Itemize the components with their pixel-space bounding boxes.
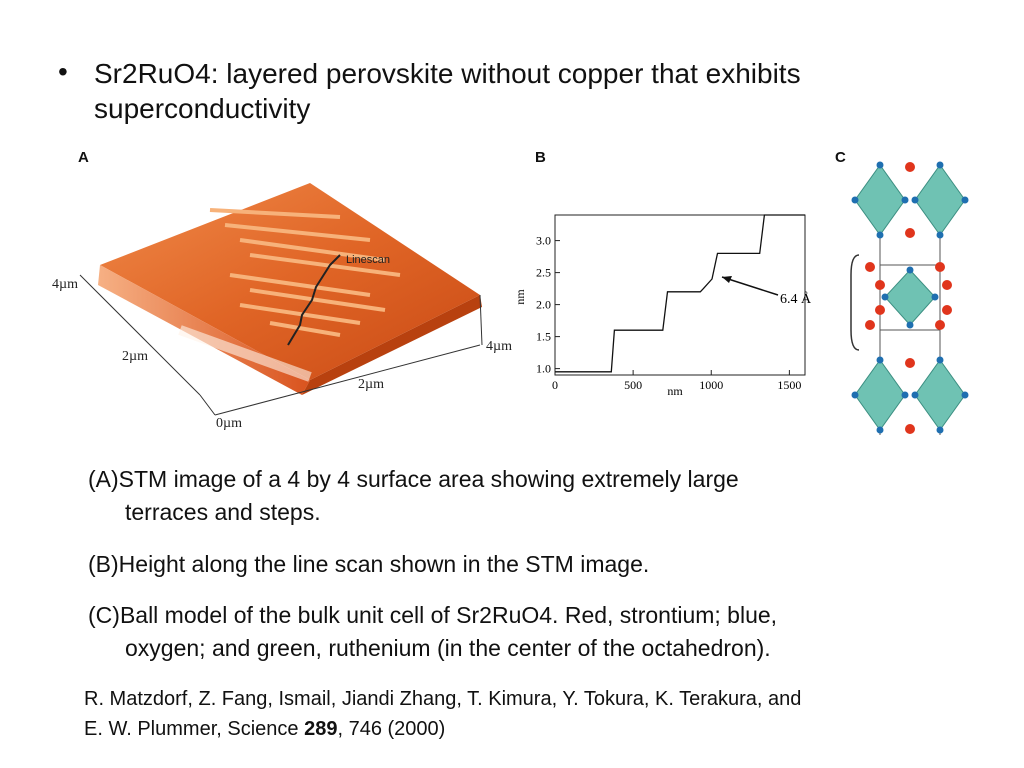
- terrace-steps: [209, 208, 401, 337]
- bullet-marker: •: [58, 56, 68, 87]
- y-tick-label: 1.0: [536, 362, 551, 376]
- cell-bracket: [850, 254, 860, 351]
- y-tick-label: 2.5: [536, 266, 551, 280]
- axis-label-4um-right: 4µm: [486, 339, 512, 354]
- x-tick-label: 1500: [777, 378, 801, 392]
- x-axis-label: nm: [667, 384, 683, 398]
- panel-c-label: C: [835, 149, 846, 166]
- x-tick-label: 500: [624, 378, 642, 392]
- unit-cell-model: [850, 161, 969, 435]
- y-axis-label: nm: [513, 289, 527, 305]
- caption-c: (C)Ball model of the bulk unit cell of S…: [88, 599, 988, 665]
- caption-a-line-1: STM image of a 4 by 4 surface area showi…: [118, 466, 739, 492]
- bullet-line-1: Sr2RuO4: layered perovskite without copp…: [94, 58, 801, 89]
- reference-volume: 289: [304, 718, 338, 740]
- caption-b-line-1: Height along the line scan shown in the …: [118, 551, 650, 577]
- bullet-text: Sr2RuO4: layered perovskite without copp…: [94, 56, 994, 126]
- step-edge: [178, 325, 312, 382]
- reference-authors: E. W. Plummer, Science: [84, 718, 305, 740]
- annotation-arrow: [721, 276, 779, 296]
- caption-b-letter: (B): [88, 551, 119, 577]
- strontium-atoms: [865, 162, 952, 434]
- axis-label-0um: 0µm: [216, 416, 242, 431]
- caption-a-letter: (A): [88, 466, 119, 492]
- y-tick-label: 3.0: [536, 234, 551, 248]
- panel-c: C: [825, 145, 995, 445]
- reference-line-2: E. W. Plummer, Science 289, 746 (2000): [84, 714, 1014, 744]
- reference: R. Matzdorf, Z. Fang, Ismail, Jiandi Zha…: [84, 684, 1014, 744]
- annotation-arrowhead: [722, 276, 732, 283]
- caption-a-line-2: terraces and steps.: [125, 499, 321, 525]
- stm-surface: [100, 183, 480, 380]
- panel-b-label: B: [535, 149, 546, 166]
- height-chart: 0 500 1000 1500 1.0 1.5 2.0 2.5 3.0 nm nm 6.4 Å: [513, 214, 812, 398]
- caption-a: (A)STM image of a 4 by 4 surface area sh…: [88, 463, 988, 529]
- linescan-label: Linescan: [346, 254, 390, 266]
- stm-axes: [79, 274, 483, 416]
- octahedra: [854, 164, 966, 431]
- caption-c-line-1: Ball model of the bulk unit cell of Sr2R…: [119, 602, 778, 628]
- panel-a: A: [40, 145, 520, 445]
- annotation-label: 6.4 Å: [780, 291, 812, 307]
- stm-image: Linescan 4µm 2µm 0µm 2µm 4µm: [52, 183, 512, 431]
- height-profile-line: [555, 214, 805, 373]
- oxygen-atoms: [851, 161, 969, 434]
- axis-label-4um-left: 4µm: [52, 277, 78, 292]
- linescan-line: [287, 254, 341, 346]
- y-tick-label: 1.5: [536, 330, 551, 344]
- caption-c-letter: (C): [88, 602, 120, 628]
- caption-c-line-2: oxygen; and green, ruthenium (in the cen…: [125, 635, 771, 661]
- reference-line-1: R. Matzdorf, Z. Fang, Ismail, Jiandi Zha…: [84, 688, 802, 710]
- axis-label-2um-right: 2µm: [358, 377, 384, 392]
- chart-frame: [554, 214, 806, 376]
- panel-a-label: A: [78, 149, 89, 166]
- stm-side-face: [302, 295, 482, 395]
- x-tick-label: 1000: [699, 378, 723, 392]
- panel-b: B 0 500 1000 1500 1.0 1.5 2.0 2.5 3.0 nm nm 6.4…: [510, 145, 820, 415]
- axis-label-2um-left: 2µm: [122, 349, 148, 364]
- bullet-line-2: superconductivity: [94, 93, 311, 124]
- caption-b: (B)Height along the line scan shown in t…: [88, 548, 988, 581]
- x-tick-label: 0: [552, 378, 558, 392]
- y-tick-label: 2.0: [536, 298, 551, 312]
- reference-pages: , 746 (2000): [337, 718, 446, 740]
